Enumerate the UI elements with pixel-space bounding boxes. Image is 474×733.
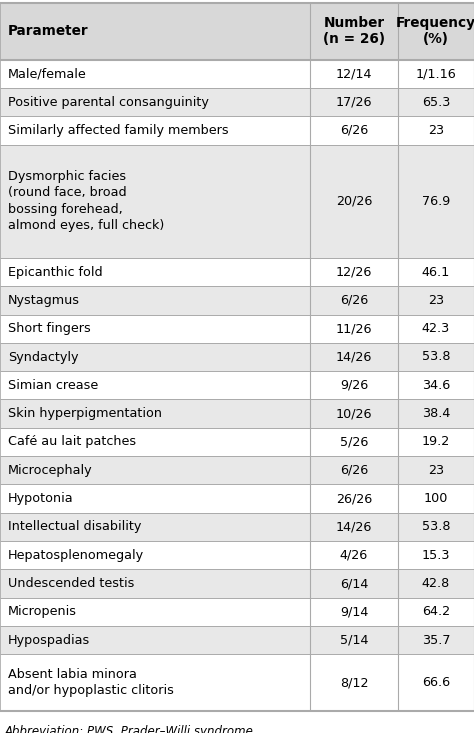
Text: 76.9: 76.9: [422, 195, 450, 207]
Text: Intellectual disability: Intellectual disability: [8, 520, 141, 534]
Text: 9/14: 9/14: [340, 605, 368, 619]
Bar: [0, 428, 474, 456]
Bar: [0, 286, 474, 314]
Text: Frequency
(%): Frequency (%): [396, 16, 474, 46]
Text: 53.8: 53.8: [422, 350, 450, 364]
Text: 12/14: 12/14: [336, 67, 372, 81]
Bar: [0, 541, 474, 570]
Text: 4/26: 4/26: [340, 549, 368, 561]
Text: 9/26: 9/26: [340, 379, 368, 392]
Text: Syndactyly: Syndactyly: [8, 350, 79, 364]
Text: 6/26: 6/26: [340, 124, 368, 137]
Text: 64.2: 64.2: [422, 605, 450, 619]
Bar: [0, 144, 474, 258]
Bar: [0, 655, 474, 711]
Text: 8/12: 8/12: [340, 676, 368, 689]
Text: 42.3: 42.3: [422, 323, 450, 335]
Text: Short fingers: Short fingers: [8, 323, 91, 335]
Text: 5/14: 5/14: [340, 634, 368, 647]
Text: Male/female: Male/female: [8, 67, 87, 81]
Bar: [0, 485, 474, 513]
Text: 5/26: 5/26: [340, 435, 368, 449]
Bar: [0, 456, 474, 485]
Text: 23: 23: [428, 294, 444, 307]
Text: Nystagmus: Nystagmus: [8, 294, 80, 307]
Text: Simian crease: Simian crease: [8, 379, 98, 392]
Text: Dysmorphic facies
(round face, broad
bossing forehead,
almond eyes, full check): Dysmorphic facies (round face, broad bos…: [8, 170, 164, 232]
Text: Similarly affected family members: Similarly affected family members: [8, 124, 228, 137]
Text: Hypospadias: Hypospadias: [8, 634, 90, 647]
Text: Hypotonia: Hypotonia: [8, 492, 73, 505]
Bar: [0, 343, 474, 371]
Text: Number
(n = 26): Number (n = 26): [323, 16, 385, 46]
Text: 6/26: 6/26: [340, 464, 368, 476]
Text: Café au lait patches: Café au lait patches: [8, 435, 136, 449]
Text: 14/26: 14/26: [336, 350, 372, 364]
Text: 53.8: 53.8: [422, 520, 450, 534]
Bar: [0, 88, 474, 117]
Text: Skin hyperpigmentation: Skin hyperpigmentation: [8, 407, 162, 420]
Text: 46.1: 46.1: [422, 265, 450, 279]
Text: 23: 23: [428, 464, 444, 476]
Text: 66.6: 66.6: [422, 676, 450, 689]
Text: Positive parental consanguinity: Positive parental consanguinity: [8, 95, 209, 108]
Text: 65.3: 65.3: [422, 95, 450, 108]
Text: 6/14: 6/14: [340, 577, 368, 590]
Text: 23: 23: [428, 124, 444, 137]
Text: 20/26: 20/26: [336, 195, 372, 207]
Bar: [0, 570, 474, 597]
Bar: [0, 626, 474, 655]
Bar: [0, 513, 474, 541]
Bar: [0, 371, 474, 399]
Text: Absent labia minora
and/or hypoplastic clitoris: Absent labia minora and/or hypoplastic c…: [8, 668, 174, 697]
Text: 34.6: 34.6: [422, 379, 450, 392]
Text: Parameter: Parameter: [8, 24, 89, 38]
Text: 10/26: 10/26: [336, 407, 372, 420]
Bar: [0, 258, 474, 286]
Text: Micropenis: Micropenis: [8, 605, 77, 619]
Text: Microcephaly: Microcephaly: [8, 464, 92, 476]
Text: Epicanthic fold: Epicanthic fold: [8, 265, 103, 279]
Text: 42.8: 42.8: [422, 577, 450, 590]
Text: 12/26: 12/26: [336, 265, 372, 279]
Bar: [0, 399, 474, 428]
Text: 19.2: 19.2: [422, 435, 450, 449]
Bar: [0, 59, 474, 88]
Text: 35.7: 35.7: [422, 634, 450, 647]
Text: Hepatosplenomegaly: Hepatosplenomegaly: [8, 549, 144, 561]
Text: 15.3: 15.3: [422, 549, 450, 561]
Text: Abbreviation: PWS, Prader–Willi syndrome.: Abbreviation: PWS, Prader–Willi syndrome…: [5, 725, 258, 733]
Text: 6/26: 6/26: [340, 294, 368, 307]
Text: 100: 100: [424, 492, 448, 505]
Bar: [0, 597, 474, 626]
Text: 1/1.16: 1/1.16: [416, 67, 456, 81]
Bar: [0, 3, 474, 59]
Text: 38.4: 38.4: [422, 407, 450, 420]
Bar: [0, 314, 474, 343]
Bar: [0, 117, 474, 144]
Text: Undescended testis: Undescended testis: [8, 577, 134, 590]
Text: 14/26: 14/26: [336, 520, 372, 534]
Text: 17/26: 17/26: [336, 95, 372, 108]
Text: 26/26: 26/26: [336, 492, 372, 505]
Text: 11/26: 11/26: [336, 323, 372, 335]
